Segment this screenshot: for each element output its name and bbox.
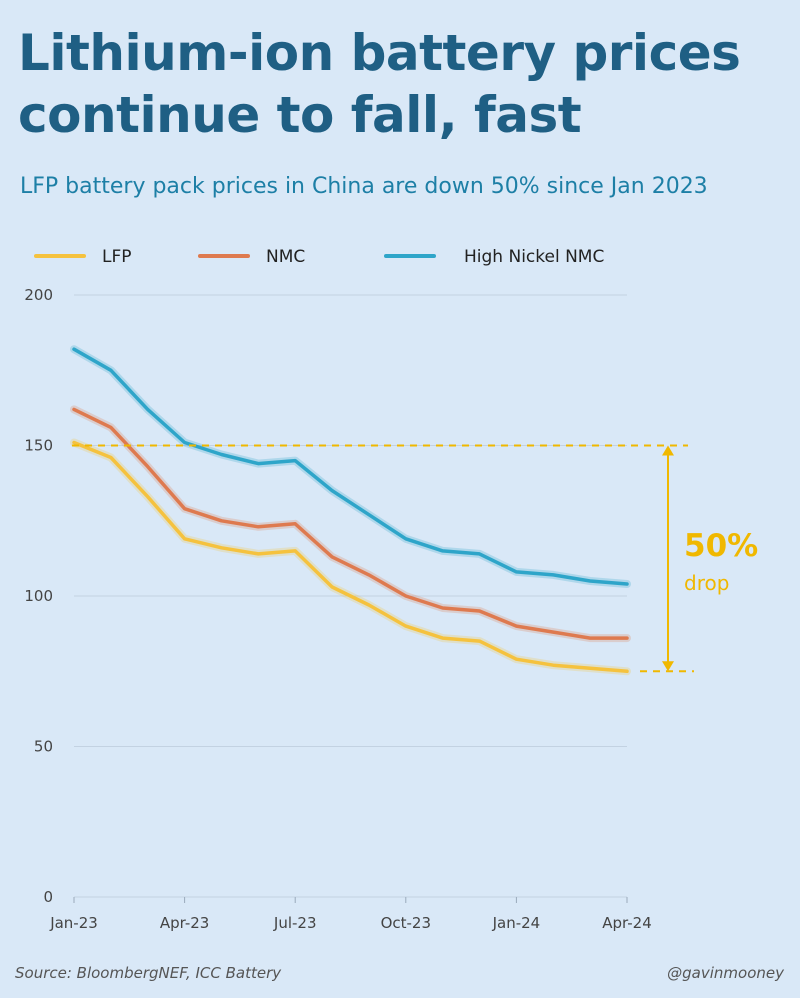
source-note: Source: BloombergNEF, ICC Battery (15, 964, 282, 982)
arrow-head-up (662, 445, 674, 456)
y-tick-label: 50 (34, 738, 53, 756)
x-tick-label: Apr-23 (160, 914, 210, 932)
drop-percentage: 50% (684, 528, 758, 564)
series-lines (70, 345, 631, 676)
x-tick-label: Jan-24 (492, 914, 541, 932)
x-tick-label: Oct-23 (381, 914, 431, 932)
legend-item: LFP (34, 247, 132, 267)
legend-item: NMC (198, 247, 305, 267)
x-tick-label: Jan-23 (49, 914, 98, 932)
series-line-high-nickel-nmc (72, 347, 629, 586)
drop-annotation: 50% drop (72, 444, 758, 673)
legend-item: High Nickel NMC (384, 247, 604, 267)
series-line-high-nickel-nmc-glow (70, 345, 631, 588)
y-axis-ticks: 0 50 100 150 200 (24, 286, 53, 906)
arrow-head-down (662, 661, 674, 672)
author-handle: @gavinmooney (667, 964, 784, 982)
x-tick-label: Jul-23 (273, 914, 317, 932)
y-tick-label: 100 (24, 587, 53, 605)
y-tick-label: 150 (24, 437, 53, 455)
legend-label: High Nickel NMC (464, 247, 604, 267)
series-line-lfp (72, 440, 629, 674)
drop-label: drop (684, 571, 729, 595)
legend-label: NMC (266, 247, 305, 267)
y-tick-label: 0 (43, 888, 53, 906)
series-line-nmc (72, 407, 629, 640)
chart-title: Lithium-ion battery prices continue to f… (18, 24, 741, 144)
legend-label: LFP (102, 247, 132, 267)
legend: LFP NMC High Nickel NMC (34, 247, 604, 267)
series-line-nmc-glow (70, 405, 631, 643)
chart-subtitle: LFP battery pack prices in China are dow… (20, 174, 708, 199)
y-tick-label: 200 (24, 286, 53, 304)
x-tick-label: Apr-24 (602, 914, 652, 932)
x-axis-ticks: Jan-23 Apr-23 Jul-23 Oct-23 Jan-24 Apr-24 (49, 897, 652, 932)
